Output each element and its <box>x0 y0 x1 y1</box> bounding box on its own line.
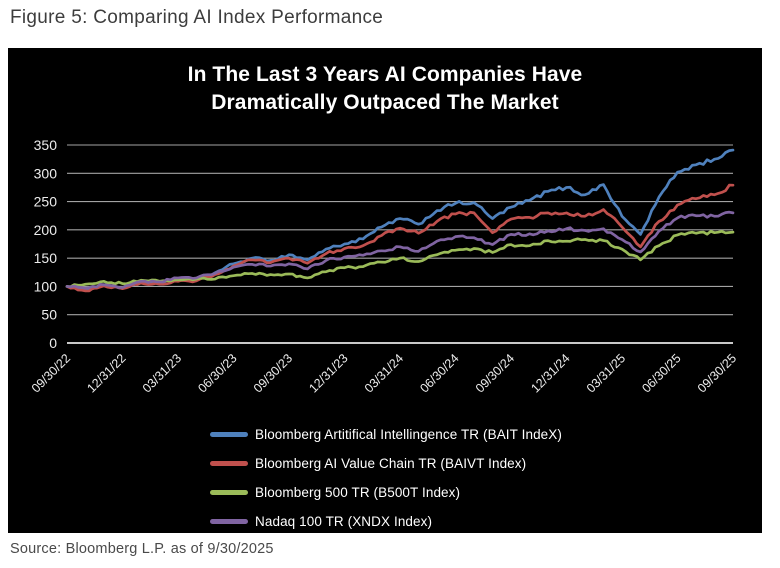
x-tick-label: 12/31/24 <box>528 351 572 395</box>
x-tick-label: 12/31/22 <box>84 351 128 395</box>
y-tick-label: 50 <box>41 307 57 323</box>
series-line-xndx-purple <box>65 210 735 290</box>
chart-title-line-1: In The Last 3 Years AI Companies Have <box>187 63 583 86</box>
legend-line-swatch-green <box>210 490 248 495</box>
y-tick-label: 100 <box>34 278 58 294</box>
y-tick-label: 350 <box>34 137 58 153</box>
legend-label: Nadaq 100 TR (XNDX Index) <box>255 514 433 529</box>
x-tick-label: 03/31/25 <box>584 351 628 395</box>
y-tick-label: 250 <box>34 194 58 210</box>
legend: Bloomberg Artitifical Intellingence TR (… <box>210 420 562 536</box>
legend-line-swatch-purple <box>210 519 248 524</box>
chart-svg: 0 50 100 150 200 250 300 350 09/30/22 12/31/22 03/… <box>29 137 739 396</box>
figure-caption: Figure 5: Comparing AI Index Performance <box>10 7 384 28</box>
y-tick-label: 300 <box>34 165 58 181</box>
x-tick-label: 06/30/24 <box>417 351 461 395</box>
x-tick-label: 09/30/25 <box>695 351 739 395</box>
x-tick-label: 06/30/23 <box>195 351 239 395</box>
y-tick-label: 200 <box>34 222 58 238</box>
x-tick-label: 03/31/23 <box>140 351 184 395</box>
x-tick-label: 03/31/24 <box>362 351 406 395</box>
chart-title-line-2: Dramatically Outpaced The Market <box>211 91 559 114</box>
x-tick-label: 09/30/24 <box>473 351 517 395</box>
source-attribution: Source: Bloomberg L.P. as of 9/30/2025 <box>10 541 274 557</box>
legend-label: Bloomberg Artitifical Intellingence TR (… <box>255 427 562 442</box>
series-line-b500t-green <box>65 229 735 289</box>
series-line-baivt-red <box>65 183 735 293</box>
chart-panel: 0 50 100 150 200 250 300 350 09/30/22 12/31/22 03/… <box>8 48 762 533</box>
legend-item-b500t: Bloomberg 500 TR (B500T Index) <box>210 478 562 507</box>
legend-label: Bloomberg 500 TR (B500T Index) <box>255 485 461 500</box>
x-tick-label: 09/30/22 <box>29 351 73 395</box>
y-tick-label: 0 <box>49 335 57 351</box>
series-line-bait-blue <box>65 148 735 292</box>
legend-line-swatch-blue <box>210 432 248 437</box>
legend-item-baivt: Bloomberg AI Value Chain TR (BAIVT Index… <box>210 449 562 478</box>
x-tick-label: 09/30/23 <box>251 351 295 395</box>
x-tick-label: 12/31/23 <box>306 351 350 395</box>
legend-item-xndx: Nadaq 100 TR (XNDX Index) <box>210 507 562 536</box>
y-tick-label: 150 <box>34 250 58 266</box>
legend-item-bait: Bloomberg Artitifical Intellingence TR (… <box>210 420 562 449</box>
legend-label: Bloomberg AI Value Chain TR (BAIVT Index… <box>255 456 527 471</box>
chart-title: In The Last 3 Years AI Companies Have Dr… <box>8 61 762 117</box>
legend-line-swatch-red <box>210 461 248 466</box>
x-tick-label: 06/30/25 <box>639 351 683 395</box>
